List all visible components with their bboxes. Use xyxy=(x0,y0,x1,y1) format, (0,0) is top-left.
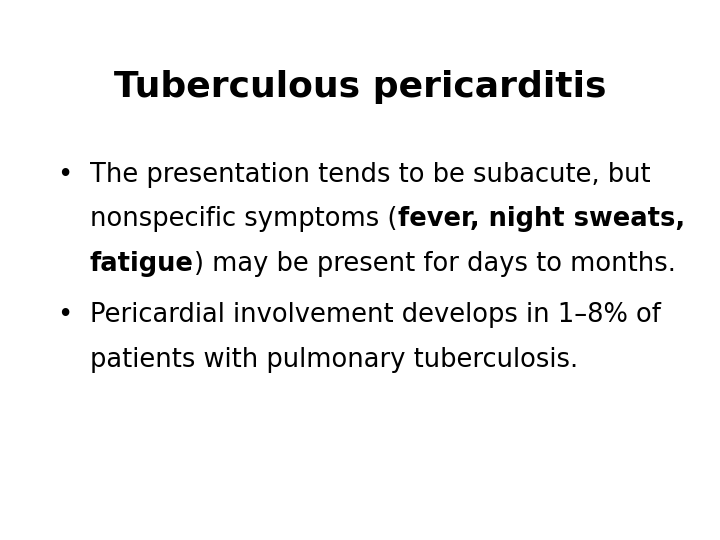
Text: The presentation tends to be subacute, but: The presentation tends to be subacute, b… xyxy=(90,162,651,188)
Text: patients with pulmonary tuberculosis.: patients with pulmonary tuberculosis. xyxy=(90,347,578,373)
Text: ) may be present for days to months.: ) may be present for days to months. xyxy=(194,251,676,276)
Text: fever, night sweats,: fever, night sweats, xyxy=(397,206,685,232)
Text: •: • xyxy=(57,302,73,328)
Text: Tuberculous pericarditis: Tuberculous pericarditis xyxy=(114,70,606,104)
Text: nonspecific symptoms (: nonspecific symptoms ( xyxy=(90,206,397,232)
Text: Pericardial involvement develops in 1–8% of: Pericardial involvement develops in 1–8%… xyxy=(90,302,661,328)
Text: fatigue: fatigue xyxy=(90,251,194,276)
Text: •: • xyxy=(57,162,73,188)
